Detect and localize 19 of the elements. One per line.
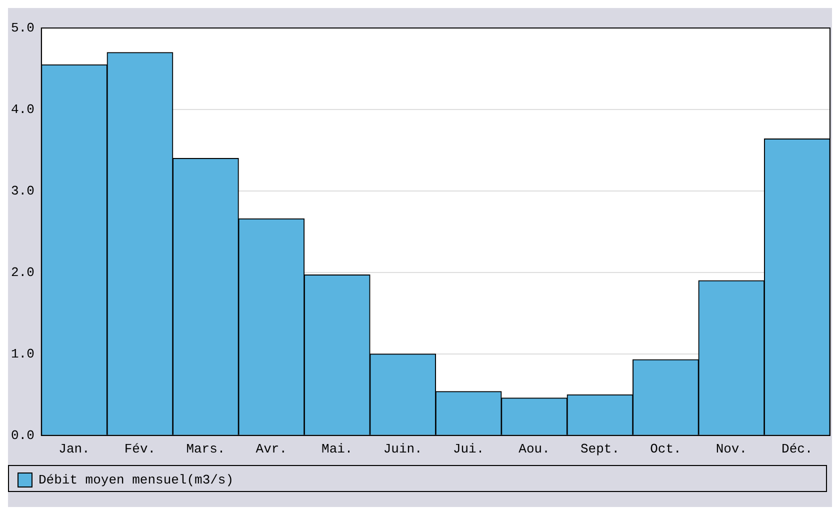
x-tick-label: Fév. (124, 442, 156, 457)
x-tick-label: Mars. (186, 442, 226, 457)
x-tick-label: Juin. (383, 442, 422, 457)
x-tick-label: Nov. (716, 442, 748, 457)
y-tick-label: 3.0 (11, 183, 34, 198)
x-tick-label: Oct. (650, 442, 682, 457)
x-tick-label: Jan. (58, 442, 90, 457)
x-tick-label: Jui. (452, 442, 484, 457)
y-tick-label: 2.0 (11, 264, 34, 280)
x-tick-label: Mai. (322, 442, 353, 457)
x-tick-label: Aou. (518, 442, 550, 457)
y-tick-label: 0.0 (11, 428, 34, 443)
y-tick-label: 1.0 (11, 346, 34, 362)
x-tick-label: Déc. (782, 442, 813, 457)
y-tick-label: 4.0 (11, 102, 34, 117)
x-tick-label: Avr. (256, 442, 288, 457)
y-tick-label: 5.0 (11, 20, 34, 36)
x-tick-label: Sept. (580, 442, 620, 457)
legend-label: Débit moyen mensuel(m3/s) (38, 472, 234, 488)
